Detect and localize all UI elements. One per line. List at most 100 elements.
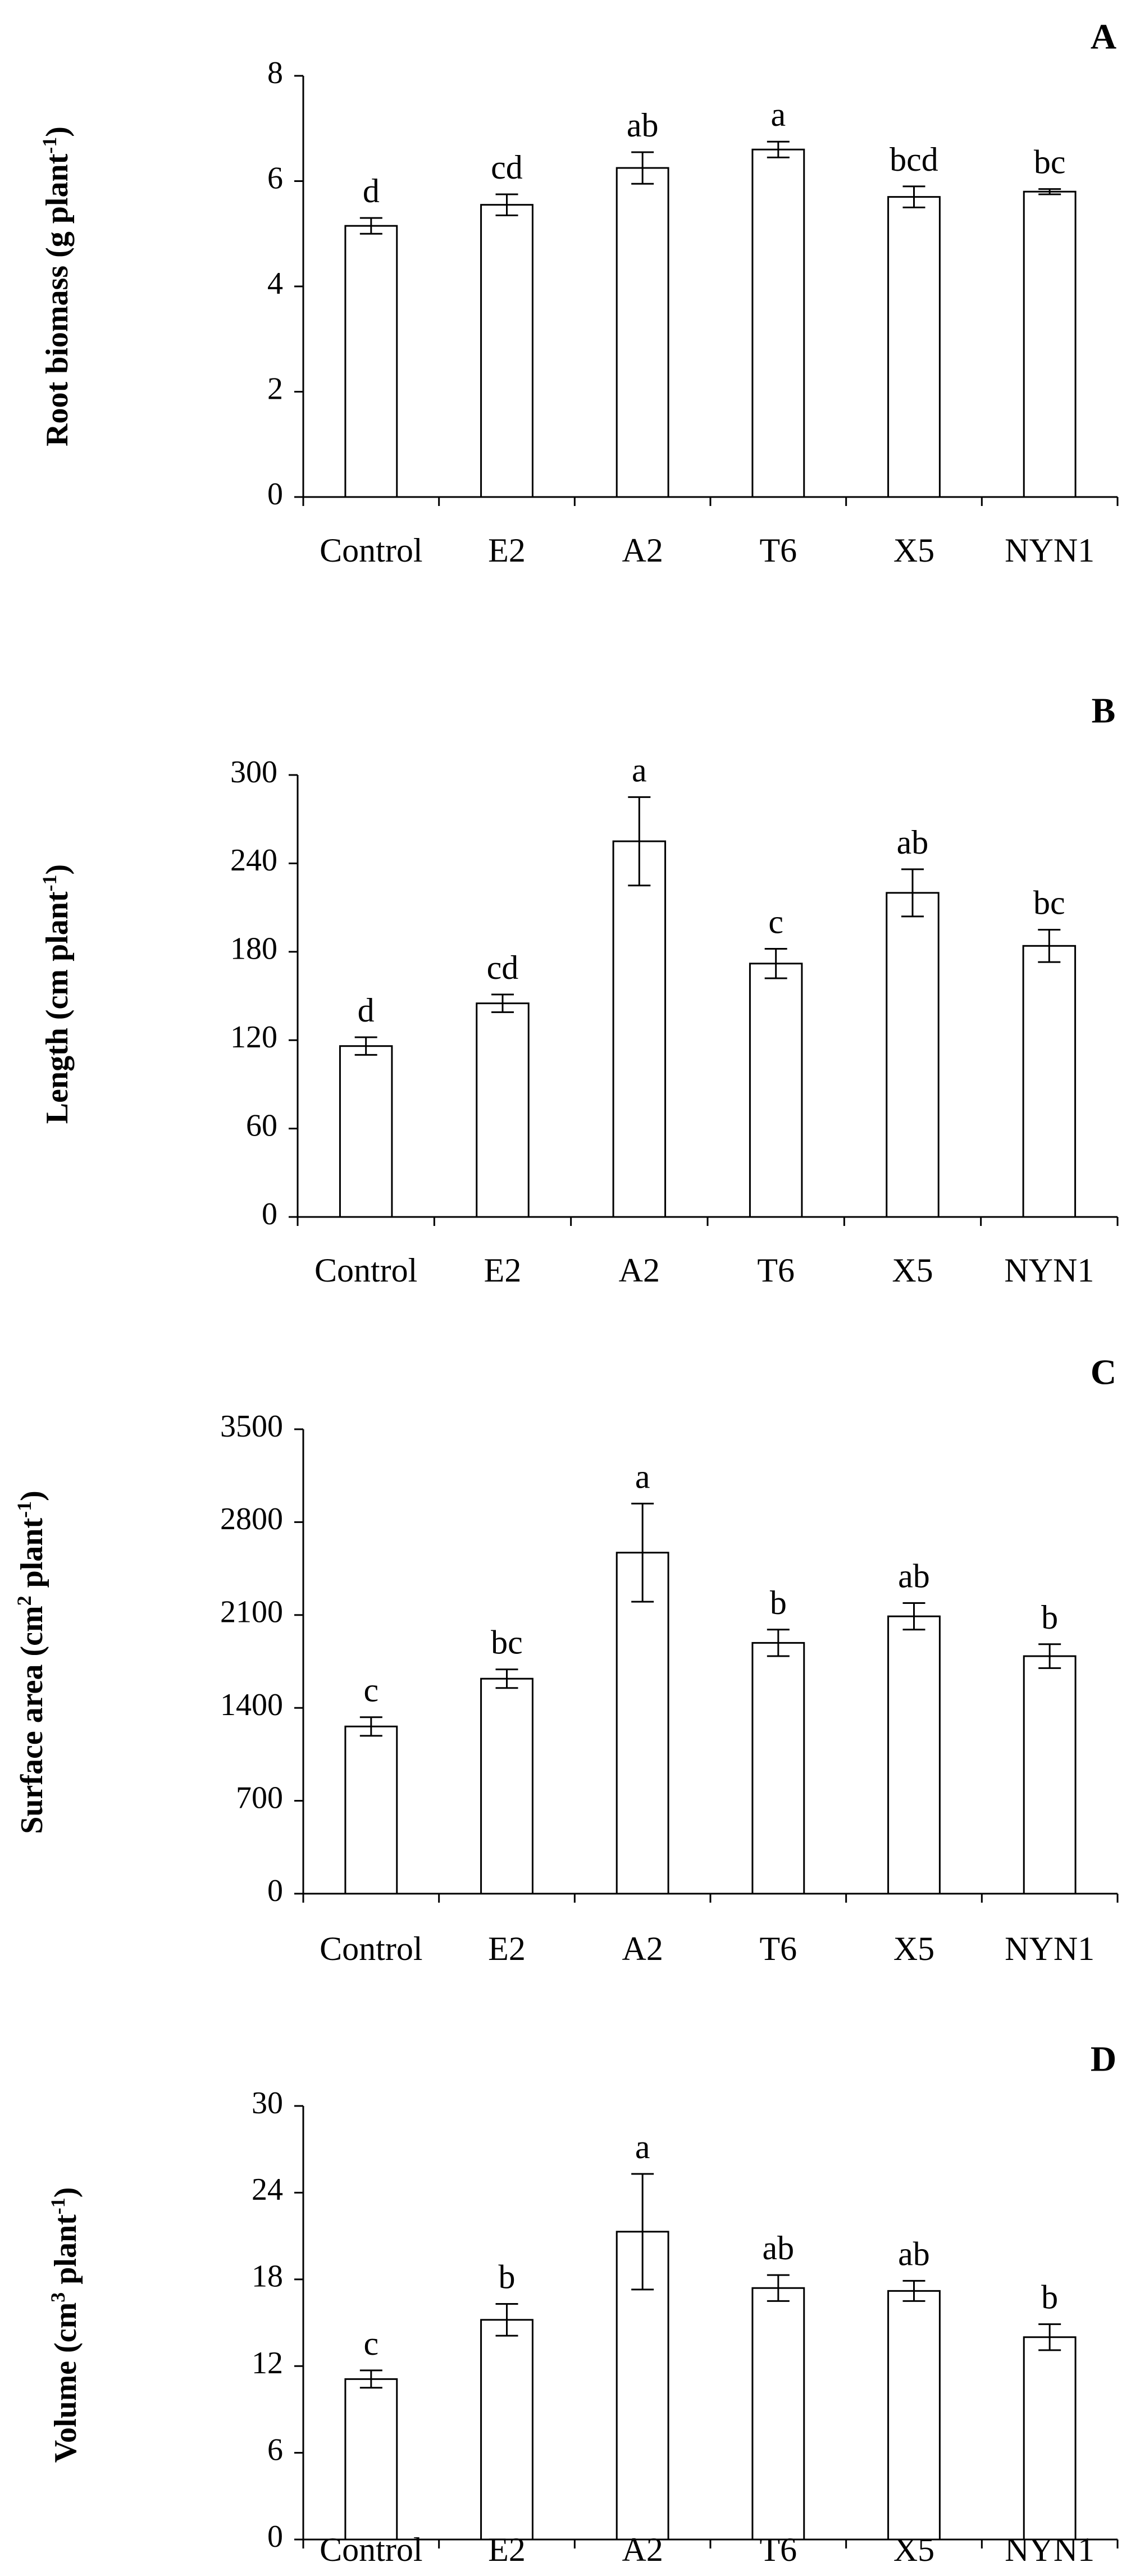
panel-d-significance-letter: ab bbox=[898, 2235, 930, 2272]
panel-d-bar-control bbox=[344, 2378, 398, 2541]
panel-a-significance-letter: bcd bbox=[890, 141, 938, 178]
panel-c-ylabel-superscript: 2 bbox=[13, 1595, 35, 1606]
panel-d-ylabel-part: ) bbox=[48, 2187, 83, 2198]
panel-b-ylabel: Length (cm plant-1) bbox=[38, 864, 75, 1124]
panel-d-category-label: T6 bbox=[760, 2531, 797, 2568]
panel-b-category-label: NYN1 bbox=[1004, 1252, 1094, 1289]
panel-a-ylabel: Root biomass (g plant-1) bbox=[38, 126, 75, 446]
panel-b-category-label: E2 bbox=[484, 1252, 522, 1289]
panel-b-bar-nyn1 bbox=[1022, 945, 1077, 1218]
panel-a-ylabel-superscript: -1 bbox=[38, 137, 61, 154]
panel-b-ytick-label: 120 bbox=[230, 1020, 277, 1055]
panel-c-ytick-label: 3500 bbox=[220, 1409, 283, 1444]
panel-b-category-label: T6 bbox=[757, 1252, 795, 1289]
panel-a-bar-nyn1 bbox=[1023, 190, 1077, 498]
panel-c-category-label: T6 bbox=[760, 1930, 797, 1967]
panel-a-significance-letter: cd bbox=[491, 149, 523, 186]
panel-d-significance-letter: b bbox=[499, 2259, 516, 2296]
panel-b-significance-letter: a bbox=[632, 751, 647, 788]
panel-d-bar-x5 bbox=[887, 2290, 941, 2541]
panel-b-category-label: A2 bbox=[619, 1252, 660, 1289]
panel-d-category-label: X5 bbox=[893, 2531, 934, 2568]
panel-d-ylabel: Volume (cm3 plant-1) bbox=[47, 2187, 83, 2463]
panel-c-ytick-label: 700 bbox=[236, 1780, 283, 1815]
panel-a-ylabel-part: Root biomass (g plant bbox=[40, 153, 75, 446]
panel-c-category-label: X5 bbox=[893, 1930, 934, 1967]
panel-d-significance-letter: ab bbox=[763, 2230, 795, 2267]
panel-d-category-label: NYN1 bbox=[1005, 2531, 1095, 2568]
panel-a-category-label: E2 bbox=[488, 532, 526, 569]
panel-b-ytick-label: 300 bbox=[230, 755, 277, 790]
panel-b-significance-letter: ab bbox=[897, 824, 929, 861]
panel-c-ytick-label: 2100 bbox=[220, 1595, 283, 1630]
panel-a-ytick-label: 6 bbox=[267, 161, 283, 195]
panel-d-bar-t6 bbox=[751, 2287, 805, 2541]
panel-a-significance-letter: bc bbox=[1034, 144, 1066, 181]
panel-d-letter: D bbox=[1091, 2039, 1116, 2079]
panel-c-ytick-label: 0 bbox=[267, 1873, 283, 1908]
panel-c-category-label: A2 bbox=[622, 1930, 663, 1967]
panel-b-category-label: X5 bbox=[892, 1252, 933, 1289]
panel-a-ylabel-part: ) bbox=[40, 126, 75, 137]
panel-a-letter: A bbox=[1091, 17, 1116, 57]
panel-a-ytick-label: 8 bbox=[267, 56, 283, 90]
panel-a-category-label: X5 bbox=[893, 532, 934, 569]
panel-c-bar-x5 bbox=[887, 1615, 941, 1895]
panel-c-bar-nyn1 bbox=[1023, 1655, 1077, 1895]
panel-b-significance-letter: cd bbox=[487, 949, 519, 986]
panel-d-ylabel-superscript: 3 bbox=[47, 2292, 69, 2303]
panel-c-bar-e2 bbox=[480, 1677, 533, 1895]
panel-a-significance-letter: ab bbox=[627, 107, 659, 144]
panel-d-category-label: E2 bbox=[488, 2531, 526, 2568]
panel-b-ylabel-part: Length (cm plant bbox=[40, 891, 75, 1124]
panel-c-bar-control bbox=[344, 1725, 398, 1895]
panel-c-significance-letter: bc bbox=[491, 1624, 523, 1661]
panel-b-bar-control bbox=[339, 1045, 393, 1218]
panel-c-category-label: Control bbox=[320, 1930, 422, 1967]
panel-c-category-label: NYN1 bbox=[1005, 1930, 1095, 1967]
panel-c-significance-letter: c bbox=[364, 1672, 379, 1709]
panel-c-ylabel-part: Surface area (cm bbox=[15, 1606, 49, 1834]
panel-c-significance-letter: b bbox=[1041, 1599, 1058, 1636]
panel-a-category-label: A2 bbox=[622, 532, 663, 569]
panel-a-significance-letter: a bbox=[771, 96, 786, 133]
panel-b-ylabel-part: ) bbox=[40, 864, 75, 875]
panel-b-bar-x5 bbox=[886, 892, 940, 1218]
panel-d-ytick-label: 30 bbox=[252, 2086, 283, 2121]
panel-a-bar-t6 bbox=[751, 148, 805, 498]
panel-c-category-label: E2 bbox=[488, 1930, 526, 1967]
panel-c-bar-a2 bbox=[615, 1552, 669, 1895]
panel-a-bar-a2 bbox=[615, 167, 669, 498]
panel-d-bar-e2 bbox=[480, 2319, 533, 2541]
panel-c-ylabel-part: ) bbox=[15, 1490, 49, 1501]
panel-a-category-label: Control bbox=[320, 532, 422, 569]
panel-d-ylabel-part: plant bbox=[48, 2214, 83, 2292]
panel-c-ytick-label: 1400 bbox=[220, 1688, 283, 1722]
panel-c-ylabel-part: plant bbox=[15, 1518, 49, 1596]
panel-a-ytick-label: 0 bbox=[267, 477, 283, 512]
panel-a-bar-e2 bbox=[480, 204, 533, 498]
panel-d-ytick-label: 6 bbox=[267, 2432, 283, 2467]
panel-b-significance-letter: d bbox=[358, 992, 375, 1029]
panel-d-ytick-label: 18 bbox=[252, 2259, 283, 2294]
panel-c-ylabel: Surface area (cm2 plant-1) bbox=[13, 1490, 49, 1834]
panel-a-ytick-label: 4 bbox=[267, 266, 283, 301]
panel-d-bar-nyn1 bbox=[1023, 2336, 1077, 2541]
panel-d-category-label: A2 bbox=[622, 2531, 663, 2568]
panel-d-category-label: Control bbox=[320, 2531, 422, 2568]
panel-d-ytick-label: 24 bbox=[252, 2172, 283, 2207]
panel-d-significance-letter: c bbox=[364, 2325, 379, 2362]
panel-b-letter: B bbox=[1092, 691, 1116, 731]
panel-a-category-label: T6 bbox=[760, 532, 797, 569]
panel-d-ytick-label: 0 bbox=[267, 2519, 283, 2554]
panel-c-ytick-label: 2800 bbox=[220, 1502, 283, 1537]
panel-b-bar-e2 bbox=[476, 1002, 530, 1218]
panel-b-significance-letter: c bbox=[768, 904, 783, 941]
panel-b-bar-t6 bbox=[749, 963, 803, 1218]
panel-b-ytick-label: 0 bbox=[262, 1197, 277, 1232]
panel-a-ytick-label: 2 bbox=[267, 371, 283, 406]
panel-c-significance-letter: ab bbox=[898, 1558, 930, 1595]
panel-b-ylabel-superscript: -1 bbox=[38, 874, 61, 891]
panel-d-ytick-label: 12 bbox=[252, 2346, 283, 2381]
